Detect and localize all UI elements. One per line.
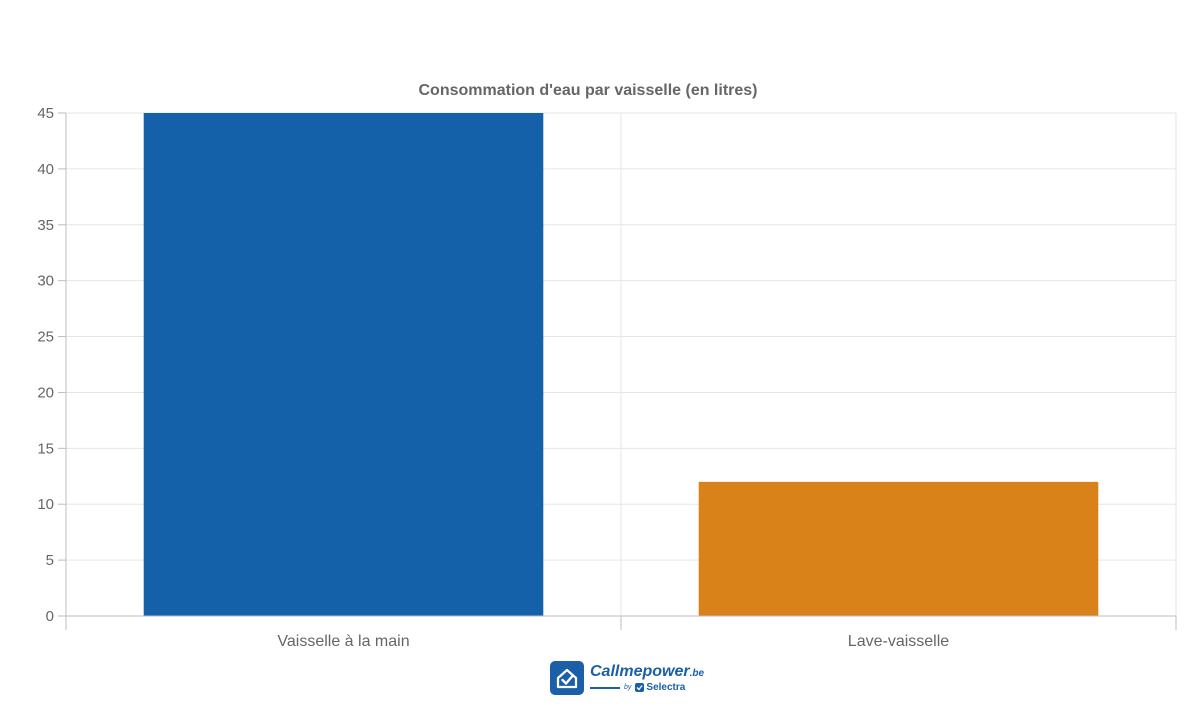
x-category-label: Vaisselle à la main <box>277 633 409 650</box>
y-tick-label: 15 <box>37 440 54 457</box>
y-tick-label: 40 <box>37 161 54 178</box>
selectra-check-icon <box>635 683 645 692</box>
y-tick-label: 35 <box>37 217 54 234</box>
x-category-label: Lave-vaisselle <box>848 633 949 650</box>
logo-rule <box>590 686 620 689</box>
chart-title: Consommation d'eau par vaisselle (en lit… <box>418 82 757 99</box>
bar-lave-vaisselle[interactable] <box>698 481 1099 616</box>
logo-tld: .be <box>689 667 705 679</box>
y-tick-label: 45 <box>37 105 54 122</box>
y-tick-label: 25 <box>37 329 54 346</box>
y-tick-label: 30 <box>37 273 54 290</box>
logo-by: by <box>624 684 632 691</box>
bar-vaisselle-a-la-main[interactable] <box>143 113 544 616</box>
y-tick-label: 5 <box>46 552 54 569</box>
logo-name: Callmepower <box>590 662 690 680</box>
y-tick-label: 0 <box>46 608 54 625</box>
logo-partner: Selectra <box>646 681 686 693</box>
house-check-icon <box>550 661 584 695</box>
y-tick-label: 20 <box>37 384 54 401</box>
logo-byline: by Selectra <box>590 681 704 693</box>
axis-labels: 0 5 10 15 20 25 30 35 40 45 Vaisselle à la main Lav… <box>37 105 949 650</box>
logo-wordmark: Callmepower.be <box>590 662 705 680</box>
logo-text: Callmepower.be by Selectra <box>590 662 705 693</box>
axes <box>58 112 1177 630</box>
callmepower-logo: Callmepower.be by Selectra <box>550 660 704 696</box>
bars <box>143 113 1099 616</box>
y-tick-label: 10 <box>37 496 54 513</box>
